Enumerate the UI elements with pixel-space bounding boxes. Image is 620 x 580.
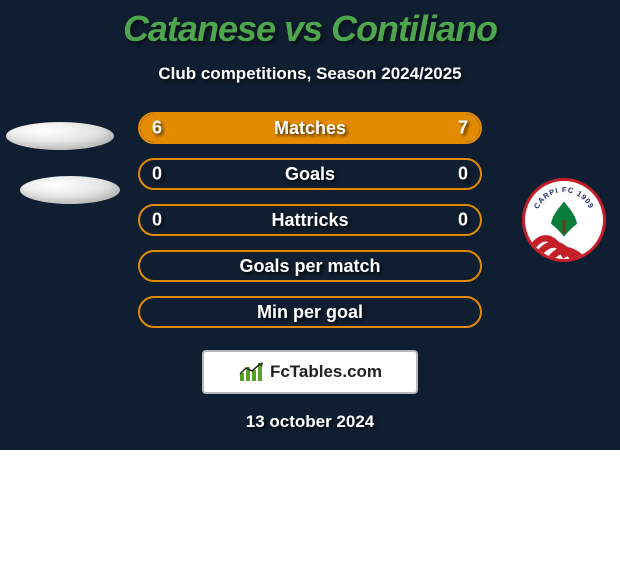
stat-fill-left: [140, 114, 296, 142]
stat-value-right: 0: [458, 210, 468, 231]
team-left-oval-1: [6, 122, 114, 150]
stat-label: Goals per match: [239, 256, 380, 277]
stat-value-right: 0: [458, 164, 468, 185]
stat-value-left: 0: [152, 210, 162, 231]
stat-label: Min per goal: [257, 302, 363, 323]
page-title: Catanese vs Contiliano: [123, 8, 497, 50]
stat-label: Hattricks: [271, 210, 348, 231]
stat-row: Hattricks 0 0: [138, 204, 482, 236]
stat-row: Min per goal: [138, 296, 482, 328]
team-right-logo: CARPI FC 1909: [522, 178, 606, 262]
stat-row: Matches 6 7: [138, 112, 482, 144]
team-left-oval-2: [20, 176, 120, 204]
stats-card: Catanese vs Contiliano Club competitions…: [0, 0, 620, 450]
stat-value-left: 0: [152, 164, 162, 185]
carpi-logo-icon: CARPI FC 1909: [525, 181, 603, 259]
stat-label: Goals: [285, 164, 335, 185]
brand-label: FcTables.com: [270, 362, 382, 382]
bars-icon: [238, 361, 264, 383]
stat-label: Matches: [274, 118, 346, 139]
footer-date: 13 october 2024: [246, 412, 375, 432]
stat-value-left: 6: [152, 118, 162, 139]
stat-row: Goals per match: [138, 250, 482, 282]
brand-box[interactable]: FcTables.com: [202, 350, 418, 394]
stat-row: Goals 0 0: [138, 158, 482, 190]
subtitle: Club competitions, Season 2024/2025: [158, 64, 461, 84]
stat-value-right: 7: [458, 118, 468, 139]
